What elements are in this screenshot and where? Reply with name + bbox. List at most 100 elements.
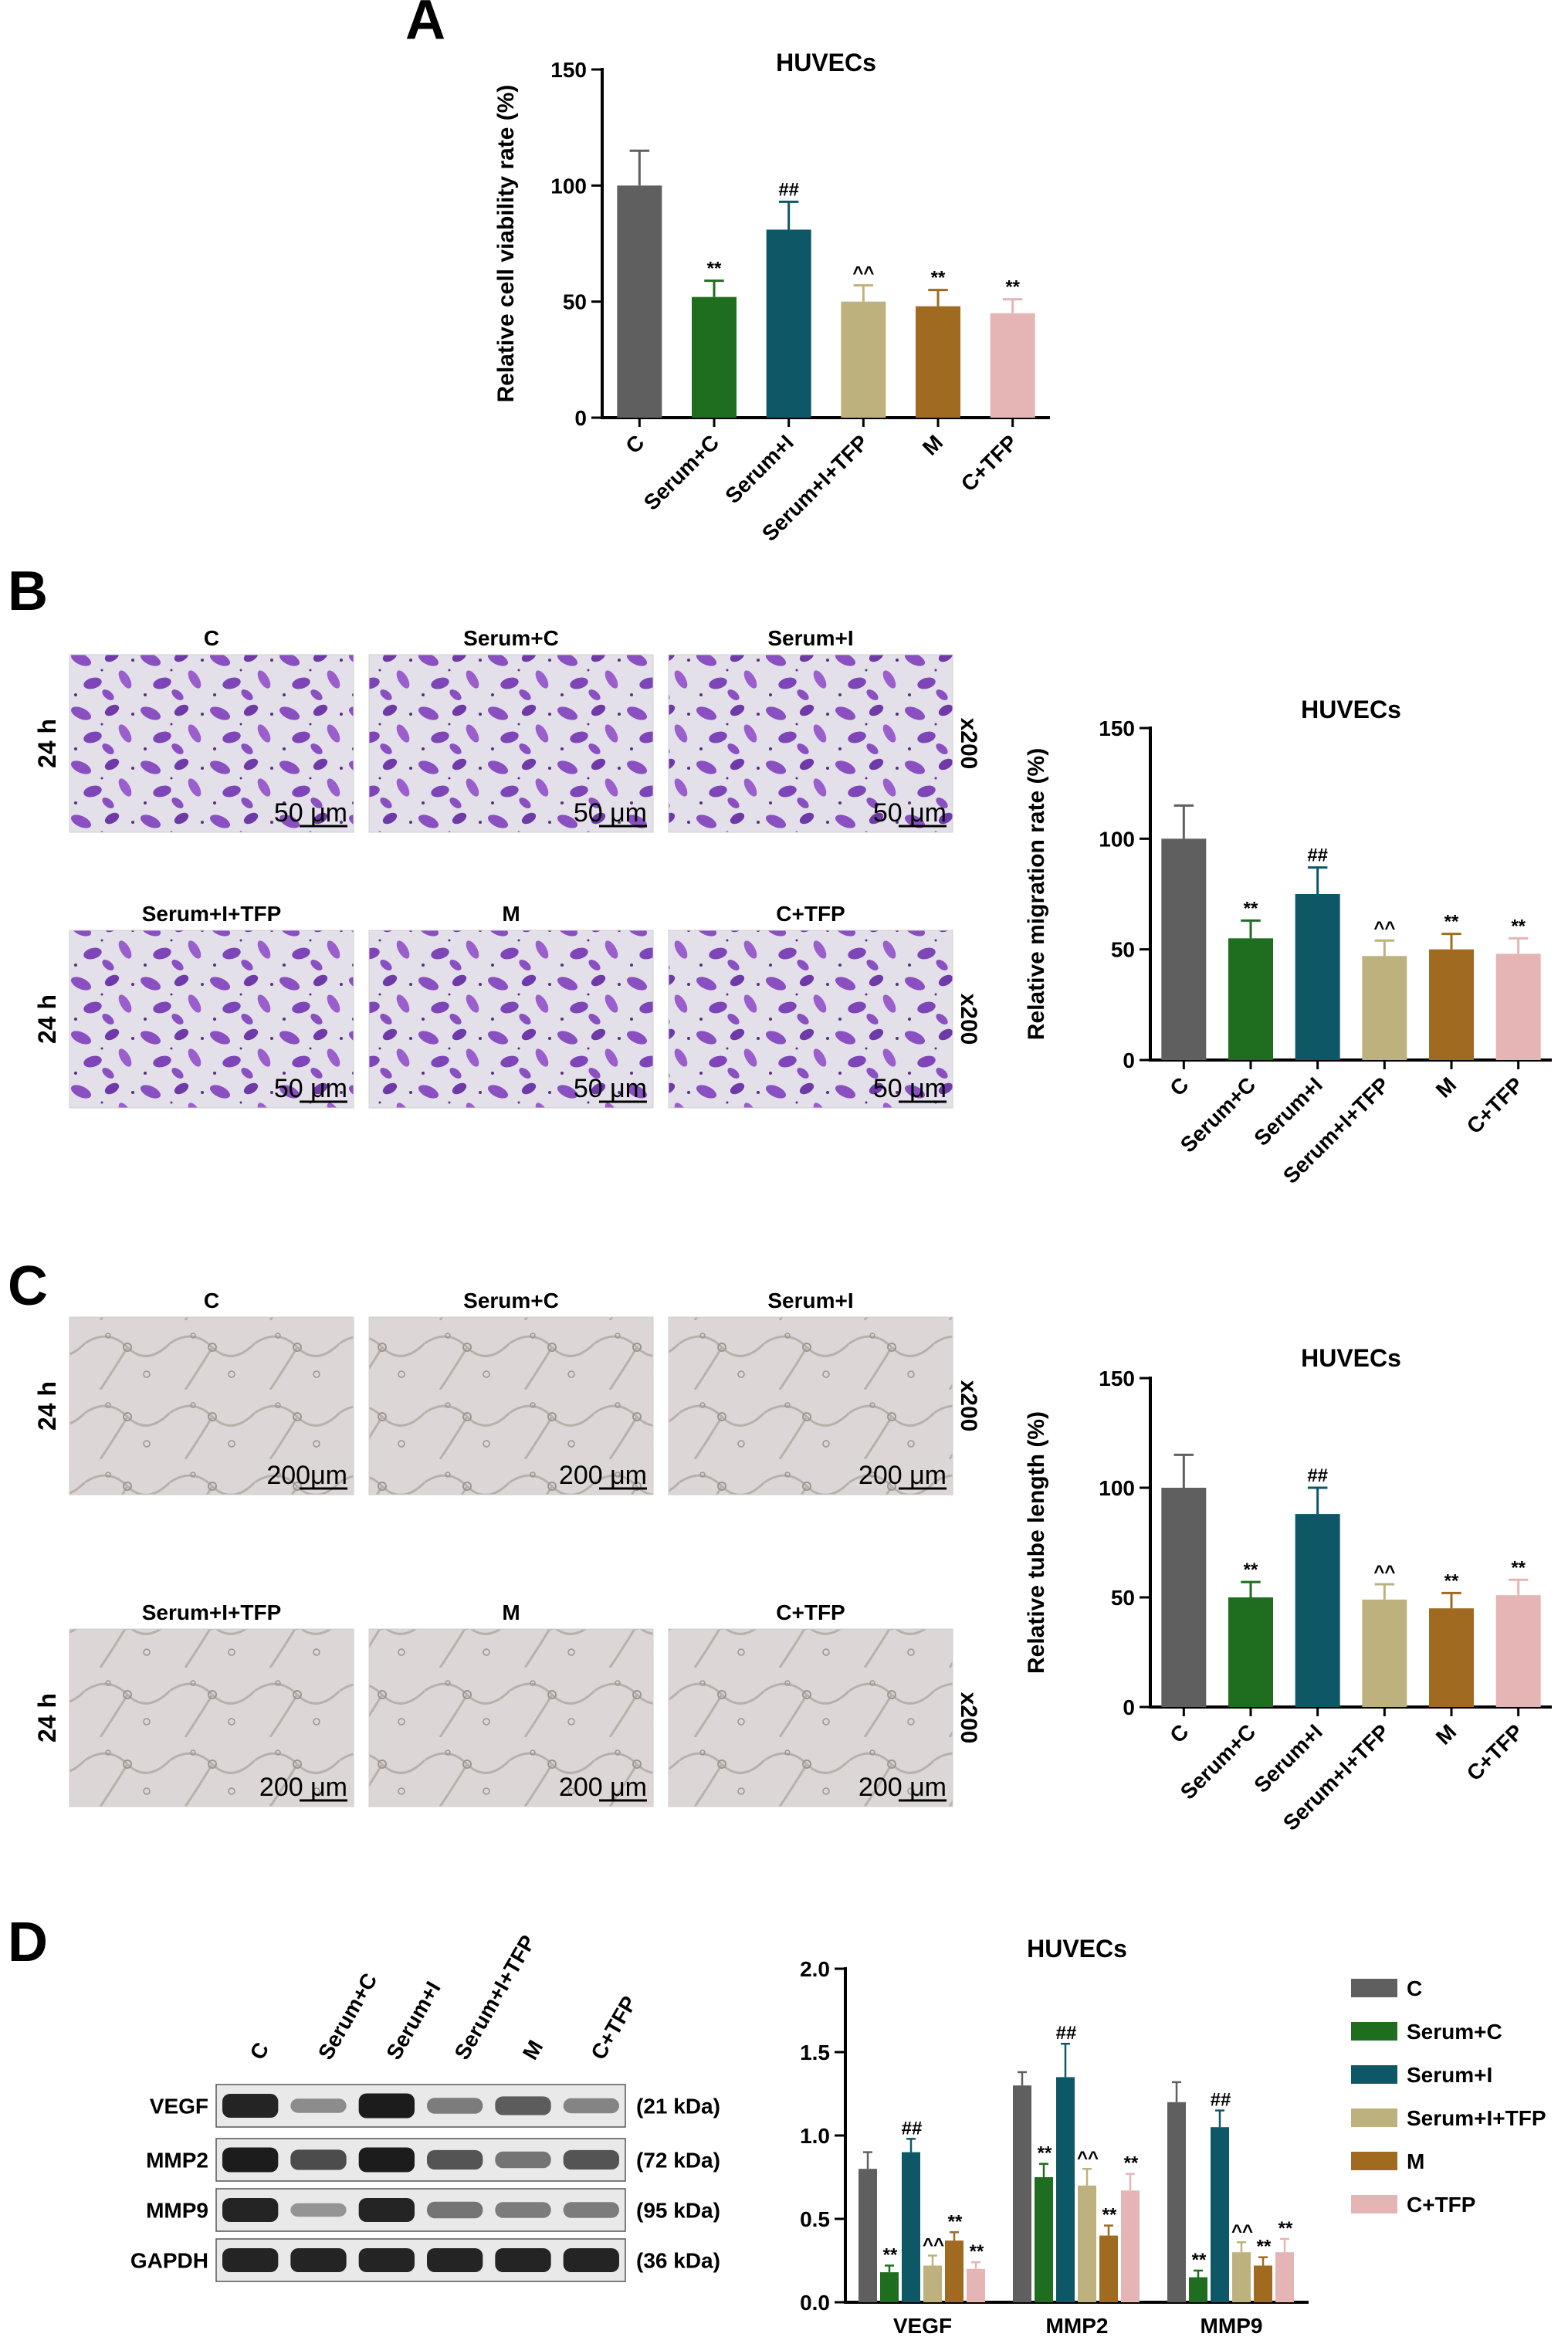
x-tick-label: MMP9 xyxy=(1201,2314,1263,2337)
scale-bar-label: 200 μm xyxy=(559,1461,647,1490)
significance-label: ** xyxy=(1038,2143,1052,2164)
blot-band xyxy=(290,2149,347,2170)
blot-band xyxy=(563,2202,619,2218)
bar xyxy=(841,301,886,418)
chart-c: HUVECs Relative tube length (%) 0 50 100 150 C… xyxy=(1024,1344,1552,1835)
x-tick-label: M xyxy=(918,430,947,459)
bar xyxy=(945,2240,963,2302)
blot-band xyxy=(358,2247,415,2273)
scale-bar-label: 200 μm xyxy=(859,1773,947,1802)
legend-label: M xyxy=(1407,2149,1424,2173)
bar xyxy=(990,313,1035,418)
blot-band xyxy=(495,2096,551,2115)
y-tick-label: 0.0 xyxy=(800,2291,830,2315)
x-tick-label: M xyxy=(1431,1072,1461,1102)
blot-band xyxy=(358,2093,415,2119)
scale-bar-label: 200 μm xyxy=(559,1773,647,1802)
magnification-label: x200 xyxy=(956,994,981,1045)
significance-label: ** xyxy=(1278,2218,1293,2239)
image-label: Serum+I xyxy=(767,1289,853,1312)
blot-band xyxy=(222,2147,279,2173)
image-label: Serum+I+TFP xyxy=(142,1600,282,1624)
bar xyxy=(1211,2127,1229,2302)
bar xyxy=(1161,1488,1207,1707)
scale-bar-label: 50 μm xyxy=(274,798,347,828)
y-axis-label: Relative cell viability rate (%) xyxy=(493,85,519,403)
bar xyxy=(1013,2085,1031,2302)
bar xyxy=(1228,1597,1273,1707)
blot-strip xyxy=(215,2138,626,2182)
legend-label: Serum+I xyxy=(1407,2063,1492,2087)
blot-band xyxy=(358,2147,415,2173)
bar xyxy=(880,2272,899,2302)
band-label: VEGF xyxy=(150,2095,208,2119)
blot-band xyxy=(290,2203,347,2217)
micrograph-image xyxy=(69,930,354,1109)
significance-label: ^^ xyxy=(1373,918,1395,939)
y-tick-label: 150 xyxy=(1099,1367,1135,1390)
y-tick-label: 1.5 xyxy=(800,2041,830,2064)
x-tick-label: C xyxy=(621,430,649,458)
bar xyxy=(1078,2185,1096,2302)
significance-label: ** xyxy=(1005,277,1020,298)
significance-label: ** xyxy=(970,2241,984,2262)
significance-label: ** xyxy=(1102,2205,1117,2226)
bar xyxy=(1275,2252,1294,2302)
y-tick-label: 1.0 xyxy=(800,2124,830,2148)
bar xyxy=(1495,953,1541,1060)
legend-label: C xyxy=(1407,1976,1422,2000)
legend-label: C+TFP xyxy=(1407,2193,1475,2217)
y-tick-label: 100 xyxy=(550,174,587,198)
micrograph-image xyxy=(668,1628,953,1807)
tube-micrographs: C 200μm Serum+C 200 μm Serum+I 200 μm Serum+I+… xyxy=(33,1289,981,1807)
significance-label: ** xyxy=(1257,2237,1272,2257)
y-tick-label: 50 xyxy=(1111,1586,1135,1610)
blot-strip xyxy=(215,2238,626,2282)
blot-band xyxy=(495,2247,551,2273)
legend-swatch xyxy=(1351,2022,1397,2041)
micrograph-image xyxy=(368,654,654,833)
significance-label: ## xyxy=(1307,1465,1328,1486)
band-size-label: (72 kDa) xyxy=(636,2149,720,2173)
y-tick-label: 0 xyxy=(574,406,587,430)
scale-bar-label: 50 μm xyxy=(574,798,647,828)
image-label: M xyxy=(502,1600,520,1624)
significance-label: ** xyxy=(1511,916,1526,936)
blot-band xyxy=(290,2247,347,2273)
bar xyxy=(1295,1514,1340,1707)
bar xyxy=(1254,2265,1272,2302)
row-label: 24 h xyxy=(33,994,61,1044)
legend-swatch xyxy=(1351,2195,1397,2213)
blot-band xyxy=(563,2149,619,2170)
y-tick-label: 50 xyxy=(563,290,587,314)
y-tick-label: 100 xyxy=(1099,827,1135,851)
significance-label: ** xyxy=(1444,1570,1459,1591)
significance-label: ** xyxy=(883,2244,898,2265)
bar xyxy=(1167,2102,1186,2302)
lane-label: C+TFP xyxy=(586,1992,642,2064)
blot-band xyxy=(427,2201,483,2219)
chart-title: HUVECs xyxy=(1301,696,1401,723)
row-label: 24 h xyxy=(33,1693,61,1743)
micrograph-image xyxy=(69,1316,354,1495)
significance-label: ^^ xyxy=(852,263,874,284)
bar xyxy=(916,306,960,418)
micrograph-image xyxy=(668,930,953,1109)
bar xyxy=(1429,1608,1474,1707)
chart-a: HUVECs Relative cell viability rate (%) 0 5… xyxy=(493,49,1050,546)
significance-label: ^^ xyxy=(923,2235,944,2256)
significance-label: ## xyxy=(1307,845,1328,866)
y-tick-label: 150 xyxy=(1099,716,1135,740)
bar xyxy=(1228,938,1273,1060)
significance-label: ## xyxy=(1211,2090,1231,2111)
significance-label: ^^ xyxy=(1077,2148,1099,2169)
panel-letter-b: B xyxy=(8,561,48,622)
image-label: Serum+I+TFP xyxy=(142,902,282,926)
bar xyxy=(859,2169,877,2302)
lane-label: Serum+C xyxy=(313,1969,382,2064)
image-label: Serum+C xyxy=(463,626,559,650)
scale-bar-label: 200 μm xyxy=(859,1461,947,1490)
blot-band xyxy=(427,2098,483,2114)
x-tick-label: VEGF xyxy=(893,2314,952,2337)
significance-label: ** xyxy=(1244,1560,1258,1580)
